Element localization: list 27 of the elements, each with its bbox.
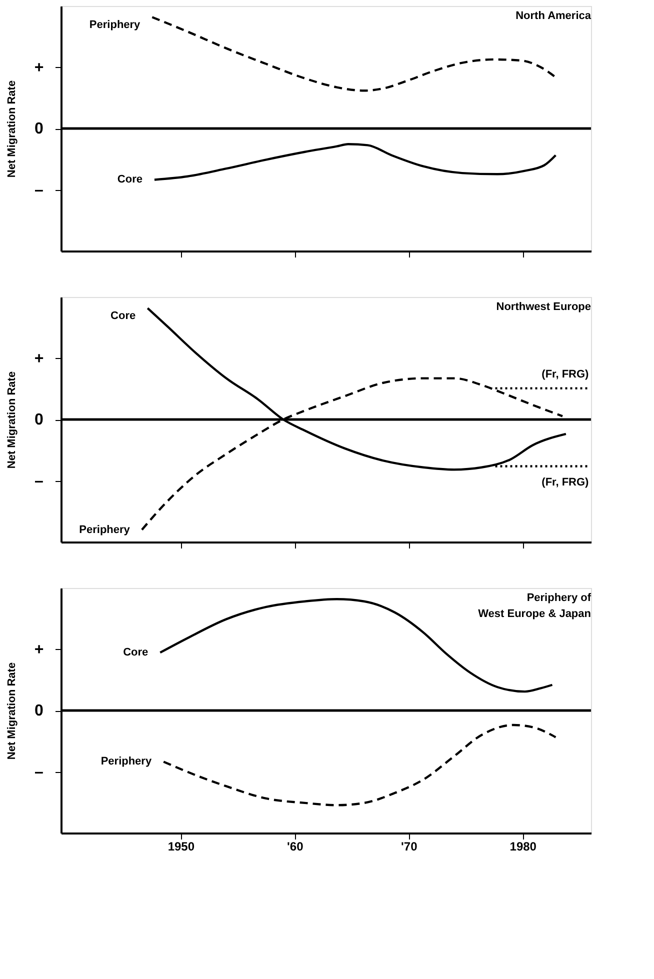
series-label: Core — [117, 174, 142, 186]
series-label: Core — [123, 646, 148, 659]
text: + — [34, 641, 44, 658]
text: – — [34, 182, 44, 199]
x-tick-label: 1950 — [168, 840, 195, 854]
chart-title: Periphery of West Europe & Japan — [478, 592, 592, 620]
text: 0 — [34, 702, 44, 720]
text: 0 — [34, 412, 44, 428]
y-axis-title: Net Migration Rate — [6, 80, 18, 178]
x-tick-label: '70 — [401, 840, 418, 854]
text: 0 — [34, 120, 44, 138]
text: – — [34, 472, 44, 490]
series-label: Periphery — [89, 19, 142, 32]
series-label: Core — [110, 310, 136, 322]
text: – — [34, 764, 44, 781]
series-label: (Fr, FRG) — [542, 476, 590, 488]
series-label: Periphery — [100, 756, 152, 768]
y-axis-title: Net Migration Rate — [6, 371, 18, 469]
series-label: Periphery — [79, 524, 131, 536]
x-tick-label: 1980 — [510, 840, 537, 854]
y-axis-title: Net Migration Rate — [6, 662, 18, 760]
series-label: (Fr, FRG) — [542, 368, 590, 380]
text: + — [34, 350, 44, 368]
text: + — [34, 59, 44, 76]
chart-title: North America — [516, 10, 592, 22]
chart-title: Northwest Europe — [496, 301, 591, 313]
x-tick-label: '60 — [287, 840, 304, 854]
